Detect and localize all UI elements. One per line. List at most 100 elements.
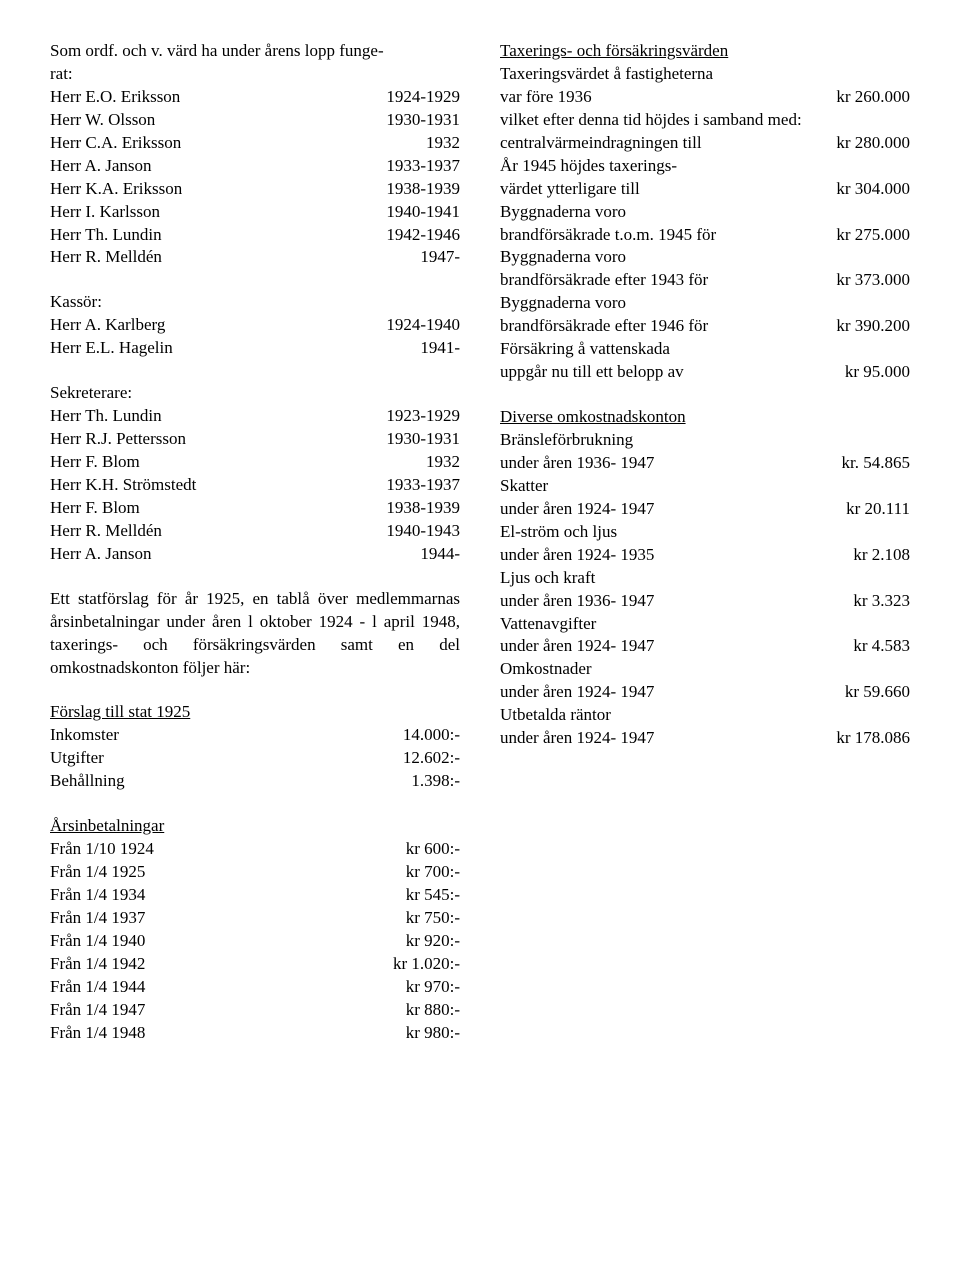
- sekr-years: 1938-1939: [376, 497, 460, 520]
- div-value: kr 59.660: [835, 681, 910, 704]
- sekr-row: Herr R.J. Pettersson1930-1931: [50, 428, 460, 451]
- tax-row: Försäkring å vattenskada: [500, 338, 910, 361]
- ordf-row: Herr W. Olsson1930-1931: [50, 109, 460, 132]
- arsin-value: kr 980:-: [396, 1022, 460, 1045]
- tax-label: Försäkring å vattenskada: [500, 338, 900, 361]
- arsin-row: Från 1/4 1925kr 700:-: [50, 861, 460, 884]
- kassor-row: Herr E.L. Hagelin1941-: [50, 337, 460, 360]
- arsin-value: kr 750:-: [396, 907, 460, 930]
- tax-row: var före 1936kr 260.000: [500, 86, 910, 109]
- sekr-row: Herr Th. Lundin1923-1929: [50, 405, 460, 428]
- kassor-name: Herr E.L. Hagelin: [50, 337, 410, 360]
- sekr-name: Herr F. Blom: [50, 451, 416, 474]
- arsin-row: Från 1/4 1942kr 1.020:-: [50, 953, 460, 976]
- ordf-row: Herr K.A. Eriksson1938-1939: [50, 178, 460, 201]
- ordf-years: 1932: [416, 132, 460, 155]
- div-row: under åren 1936- 1947kr. 54.865: [500, 452, 910, 475]
- ordf-years: 1947-: [410, 246, 460, 269]
- stat-label: Utgifter: [50, 747, 393, 770]
- tax-label: vilket efter denna tid höjdes i samband …: [500, 109, 900, 132]
- arsin-label: Från 1/10 1924: [50, 838, 396, 861]
- ordf-name: Herr K.A. Eriksson: [50, 178, 376, 201]
- left-column: Som ordf. och v. värd ha under årens lop…: [50, 40, 460, 1045]
- sekr-name: Herr A. Janson: [50, 543, 410, 566]
- tax-value: [900, 292, 910, 315]
- div-value: [900, 521, 910, 544]
- div-row: under åren 1924- 1947kr 20.111: [500, 498, 910, 521]
- kassor-heading: Kassör:: [50, 291, 460, 314]
- sekr-years: 1933-1937: [376, 474, 460, 497]
- div-label: El-ström och ljus: [500, 521, 900, 544]
- sekreterare-heading: Sekreterare:: [50, 382, 460, 405]
- div-value: kr 178.086: [826, 727, 910, 750]
- div-row: under åren 1924- 1947kr 59.660: [500, 681, 910, 704]
- ordf-row: Herr C.A. Eriksson1932: [50, 132, 460, 155]
- kassor-name: Herr A. Karlberg: [50, 314, 376, 337]
- sekr-years: 1930-1931: [376, 428, 460, 451]
- sekr-years: 1944-: [410, 543, 460, 566]
- arsin-row: Från 1/10 1924kr 600:-: [50, 838, 460, 861]
- arsin-label: Från 1/4 1937: [50, 907, 396, 930]
- arsin-value: kr 970:-: [396, 976, 460, 999]
- div-value: [900, 475, 910, 498]
- tax-value: [900, 155, 910, 178]
- sekr-name: Herr R.J. Pettersson: [50, 428, 376, 451]
- div-row: under åren 1924- 1935kr 2.108: [500, 544, 910, 567]
- ordf-years: 1933-1937: [376, 155, 460, 178]
- div-value: [900, 704, 910, 727]
- div-label: Utbetalda räntor: [500, 704, 900, 727]
- div-row: under åren 1924- 1947kr 4.583: [500, 635, 910, 658]
- div-label: Ljus och kraft: [500, 567, 900, 590]
- arsin-label: Från 1/4 1947: [50, 999, 396, 1022]
- div-label: under åren 1936- 1947: [500, 590, 843, 613]
- tax-label: Byggnaderna voro: [500, 292, 900, 315]
- tax-row: vilket efter denna tid höjdes i samband …: [500, 109, 910, 132]
- stat-row: Utgifter12.602:-: [50, 747, 460, 770]
- arsin-value: kr 600:-: [396, 838, 460, 861]
- div-label: Skatter: [500, 475, 900, 498]
- tax-value: kr 373.000: [826, 269, 910, 292]
- diverse-heading: Diverse omkostnadskonton: [500, 406, 910, 429]
- kassor-years: 1941-: [410, 337, 460, 360]
- ordf-name: Herr A. Janson: [50, 155, 376, 178]
- ordf-name: Herr E.O. Eriksson: [50, 86, 376, 109]
- div-label: under åren 1924- 1935: [500, 544, 843, 567]
- tax-value: kr 95.000: [835, 361, 910, 384]
- stat-label: Inkomster: [50, 724, 393, 747]
- ordf-years: 1924-1929: [376, 86, 460, 109]
- arsin-label: Från 1/4 1948: [50, 1022, 396, 1045]
- two-column-layout: Som ordf. och v. värd ha under årens lop…: [50, 40, 910, 1045]
- tax-label: var före 1936: [500, 86, 826, 109]
- ordf-name: Herr Th. Lundin: [50, 224, 376, 247]
- arsin-value: kr 920:-: [396, 930, 460, 953]
- div-label: under åren 1936- 1947: [500, 452, 832, 475]
- ordf-row: Herr Th. Lundin1942-1946: [50, 224, 460, 247]
- div-label: Omkostnader: [500, 658, 900, 681]
- intro-line-1: Som ordf. och v. värd ha under årens lop…: [50, 40, 460, 63]
- sekr-row: Herr K.H. Strömstedt1933-1937: [50, 474, 460, 497]
- ordf-name: Herr W. Olsson: [50, 109, 376, 132]
- arsin-row: Från 1/4 1940kr 920:-: [50, 930, 460, 953]
- tax-row: uppgår nu till ett belopp avkr 95.000: [500, 361, 910, 384]
- tax-label: uppgår nu till ett belopp av: [500, 361, 835, 384]
- tax-value: [900, 201, 910, 224]
- tax-label: Byggnaderna voro: [500, 201, 900, 224]
- kassor-years: 1924-1940: [376, 314, 460, 337]
- taxerings-heading: Taxerings- och försäkringsvärden: [500, 40, 910, 63]
- div-row: Utbetalda räntor: [500, 704, 910, 727]
- arsin-row: Från 1/4 1934kr 545:-: [50, 884, 460, 907]
- stat-row: Behållning1.398:-: [50, 770, 460, 793]
- tax-value: kr 280.000: [826, 132, 910, 155]
- ordf-years: 1942-1946: [376, 224, 460, 247]
- tax-value: [900, 246, 910, 269]
- tax-label: brandförsäkrade efter 1946 för: [500, 315, 826, 338]
- tax-label: värdet ytterligare till: [500, 178, 826, 201]
- tax-row: År 1945 höjdes taxerings-: [500, 155, 910, 178]
- ordf-years: 1938-1939: [376, 178, 460, 201]
- div-value: kr. 54.865: [832, 452, 910, 475]
- sekr-name: Herr Th. Lundin: [50, 405, 376, 428]
- ordf-row: Herr E.O. Eriksson1924-1929: [50, 86, 460, 109]
- sekr-name: Herr R. Melldén: [50, 520, 376, 543]
- tax-label: Taxeringsvärdet å fastigheterna: [500, 63, 900, 86]
- sekr-years: 1932: [416, 451, 460, 474]
